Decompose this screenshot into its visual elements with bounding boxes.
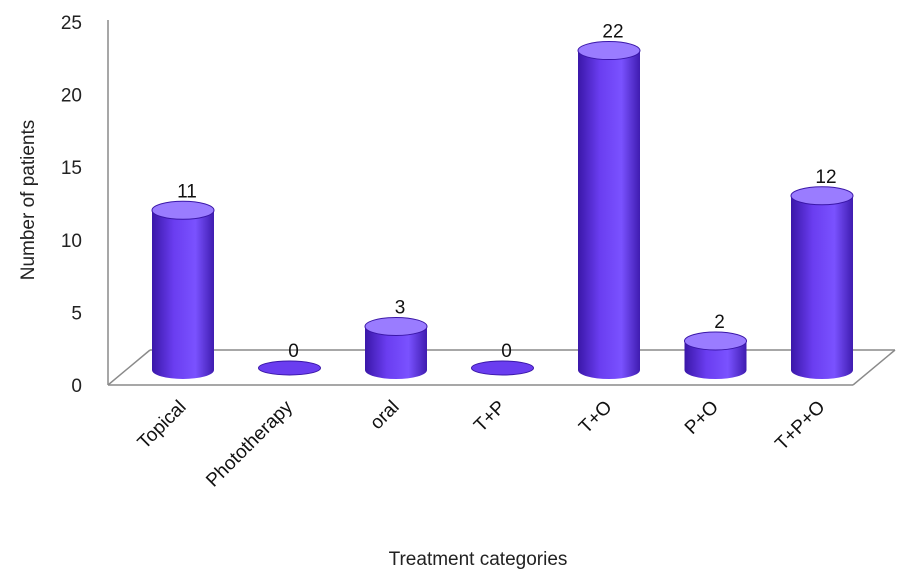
bar [151, 200, 215, 379]
bar-top [151, 200, 215, 220]
x-axis-title: Treatment categories [389, 549, 568, 570]
data-label: 0 [288, 341, 299, 362]
category-label: P+O [681, 397, 723, 439]
y-tick-label: 10 [61, 231, 82, 252]
data-label: 2 [714, 312, 725, 333]
bar-disc [471, 360, 534, 376]
depth-right-line [852, 349, 896, 386]
category-label: Phototherapy [202, 396, 297, 491]
y-tick-label: 5 [71, 303, 82, 324]
bar [684, 331, 747, 379]
bar-body [152, 210, 214, 379]
category-label: T+O [575, 397, 616, 438]
data-label: 12 [815, 167, 836, 188]
bar [258, 360, 321, 376]
data-label: 0 [501, 341, 512, 362]
category-label: T+P [470, 397, 510, 437]
bar-body [578, 50, 640, 380]
bar-body [365, 326, 427, 379]
y-tick-labels: 0 5 10 15 20 25 [61, 13, 82, 397]
y-tick-label: 20 [61, 86, 82, 107]
category-label: T+P+O [771, 397, 829, 455]
bar-disc [258, 360, 321, 376]
bar-body [684, 340, 747, 379]
bar [790, 186, 854, 379]
y-tick-label: 15 [61, 158, 82, 179]
data-label: 22 [602, 22, 623, 43]
bar-top [684, 331, 747, 351]
chart-axes [107, 20, 896, 386]
bar [364, 316, 428, 379]
bar-top [577, 41, 641, 61]
bar-body [791, 195, 853, 379]
bar [577, 41, 641, 380]
data-label: 11 [177, 181, 197, 202]
x-tick-labels: Topical Phototherapy oral T+P T+O P+O T+P+O [134, 396, 830, 491]
data-label: 3 [395, 297, 406, 318]
bar-top [364, 316, 428, 336]
depth-left-line [107, 349, 151, 386]
bar-top [790, 186, 854, 206]
y-tick-label: 0 [71, 376, 82, 397]
y-tick-label: 25 [61, 13, 82, 34]
category-label: Topical [134, 397, 191, 454]
category-label: oral [366, 397, 403, 434]
y-axis-title: Number of patients [18, 120, 39, 281]
bar [471, 360, 534, 376]
